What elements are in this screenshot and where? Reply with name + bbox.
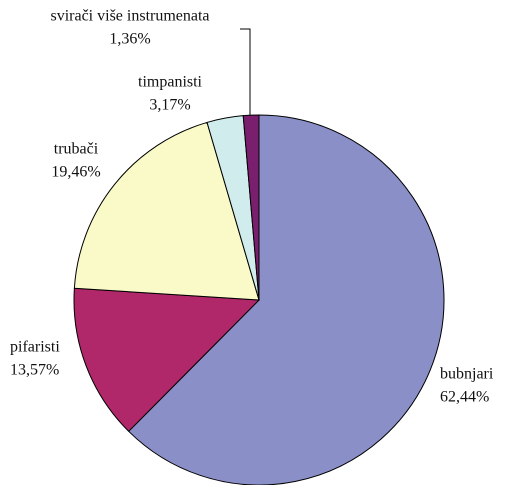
pie-slice — [73, 121, 260, 301]
slice-value-label: 13,57% — [10, 362, 59, 379]
slice-value-label: 1,36% — [109, 31, 150, 48]
leader-line — [240, 28, 251, 120]
pie-slice — [73, 287, 261, 433]
slice-label: svirači više instrumenata — [50, 8, 209, 25]
pie-slice — [242, 114, 260, 301]
slice-value-label: 19,46% — [51, 164, 100, 181]
slice-value-label: 62,44% — [440, 389, 489, 406]
slice-label: trubači — [54, 141, 99, 158]
slice-label: pifaristi — [10, 339, 60, 356]
pie-slice — [127, 114, 445, 485]
slice-label: timpanisti — [138, 74, 203, 91]
slice-value-label: 3,17% — [149, 97, 190, 114]
slice-label: bubnjari — [440, 366, 494, 383]
